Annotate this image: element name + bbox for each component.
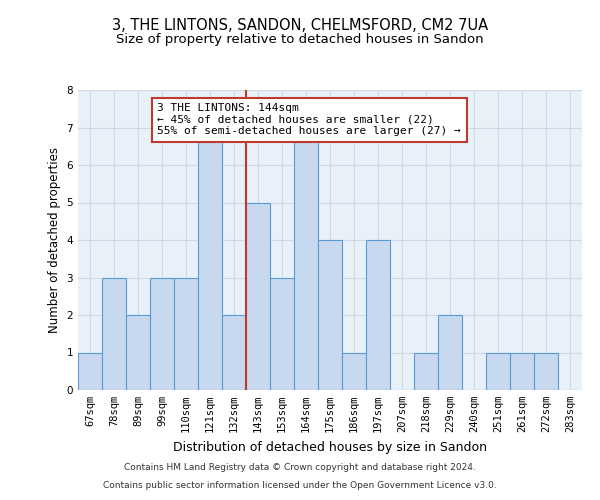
Bar: [246, 202, 270, 390]
Bar: [366, 240, 390, 390]
Text: Size of property relative to detached houses in Sandon: Size of property relative to detached ho…: [116, 32, 484, 46]
Text: Contains HM Land Registry data © Crown copyright and database right 2024.: Contains HM Land Registry data © Crown c…: [124, 464, 476, 472]
Bar: [438, 315, 462, 390]
Y-axis label: Number of detached properties: Number of detached properties: [48, 147, 61, 333]
Text: 3, THE LINTONS, SANDON, CHELMSFORD, CM2 7UA: 3, THE LINTONS, SANDON, CHELMSFORD, CM2 …: [112, 18, 488, 32]
Bar: [198, 128, 222, 390]
Bar: [150, 278, 174, 390]
Bar: [486, 352, 510, 390]
Text: Contains public sector information licensed under the Open Government Licence v3: Contains public sector information licen…: [103, 481, 497, 490]
Bar: [414, 352, 438, 390]
Bar: [318, 240, 342, 390]
Text: 3 THE LINTONS: 144sqm
← 45% of detached houses are smaller (22)
55% of semi-deta: 3 THE LINTONS: 144sqm ← 45% of detached …: [157, 103, 461, 136]
Bar: [126, 315, 150, 390]
Bar: [534, 352, 558, 390]
Bar: [174, 278, 198, 390]
Bar: [102, 278, 126, 390]
Bar: [222, 315, 246, 390]
X-axis label: Distribution of detached houses by size in Sandon: Distribution of detached houses by size …: [173, 440, 487, 454]
Bar: [294, 128, 318, 390]
Bar: [510, 352, 534, 390]
Bar: [78, 352, 102, 390]
Bar: [270, 278, 294, 390]
Bar: [342, 352, 366, 390]
